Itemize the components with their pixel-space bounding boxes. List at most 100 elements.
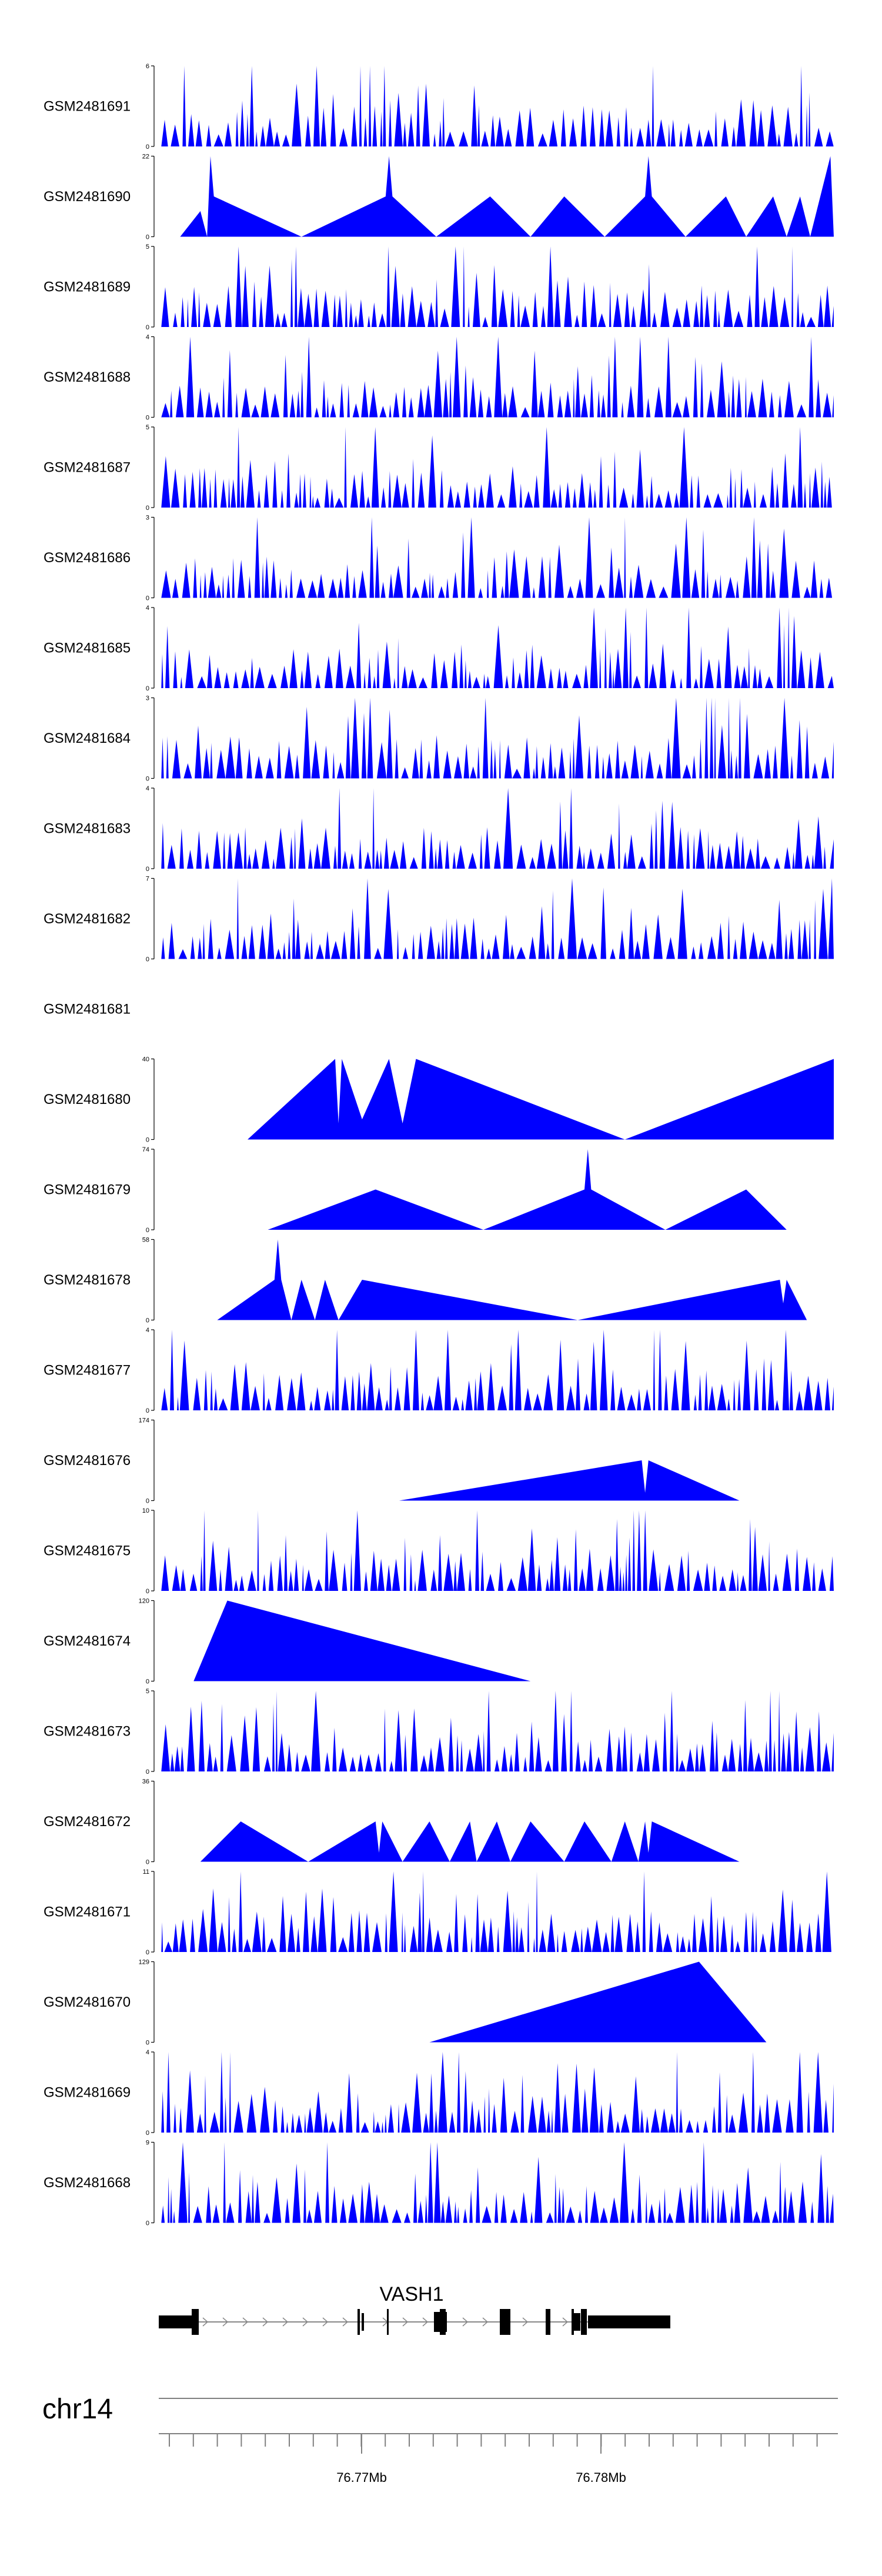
y-max-label: 3	[146, 695, 149, 702]
track-GSM2481681: GSM2481681	[44, 1002, 131, 1017]
track-GSM2481677: GSM2481677 4 0	[44, 1327, 834, 1414]
coverage-area	[180, 156, 834, 237]
y-zero-label: 0	[146, 685, 149, 692]
track-GSM2481678: GSM2481678 58 0	[44, 1237, 807, 1324]
exon	[500, 2309, 510, 2335]
y-zero-label: 0	[146, 505, 149, 512]
y-max-label: 6	[146, 63, 149, 70]
coverage-area	[200, 1821, 740, 1862]
y-max-label: 4	[146, 2049, 149, 2056]
axis-tick-label-76.78: 76.78Mb	[576, 2470, 626, 2485]
track-GSM2481672: GSM2481672 36 0	[44, 1778, 740, 1866]
track-label: GSM2481668	[44, 2175, 131, 2191]
y-max-label: 120	[139, 1598, 149, 1605]
y-max-label: 4	[146, 1327, 149, 1334]
coverage-area	[160, 608, 834, 688]
y-max-label: 7	[146, 876, 149, 883]
coverage-area	[160, 427, 834, 508]
y-max-label: 74	[142, 1146, 149, 1153]
genome-axis: 76.77Mb 76.78Mb	[159, 2398, 838, 2485]
coverage-area	[160, 336, 834, 418]
exon	[362, 2313, 364, 2331]
exon	[159, 2315, 194, 2328]
intron-chevron	[282, 2317, 289, 2327]
track-label: GSM2481672	[44, 1814, 131, 1830]
chromosome-label: chr14	[42, 2394, 113, 2425]
intron-chevron	[402, 2317, 409, 2327]
intron-chevron	[322, 2317, 329, 2327]
y-max-label: 36	[142, 1778, 149, 1786]
track-GSM2481690: GSM2481690 22 0	[44, 154, 834, 241]
y-max-label: 4	[146, 785, 149, 792]
intron-chevron	[222, 2317, 229, 2327]
track-GSM2481691: GSM2481691 6 0	[44, 63, 834, 151]
coverage-area	[160, 2052, 834, 2133]
coverage-area	[160, 1691, 834, 1771]
track-GSM2481670: GSM2481670 129 0	[44, 1959, 767, 2047]
track-GSM2481675: GSM2481675 10 0	[44, 1507, 834, 1595]
coverage-area	[160, 1510, 834, 1591]
intron-chevron	[562, 2317, 569, 2327]
exon	[572, 2309, 574, 2335]
track-label: GSM2481674	[44, 1633, 131, 1649]
track-label: GSM2481690	[44, 189, 131, 205]
coverage-area	[399, 1460, 740, 1501]
y-zero-label: 0	[146, 1859, 149, 1866]
gene-exons	[159, 2309, 670, 2335]
coverage-area	[429, 1961, 767, 2043]
y-zero-label: 0	[146, 144, 149, 151]
track-GSM2481682: GSM2481682 7 0	[44, 876, 834, 963]
track-GSM2481689: GSM2481689 5 0	[44, 243, 834, 331]
track-GSM2481686: GSM2481686 3 0	[44, 515, 834, 602]
y-zero-label: 0	[146, 2130, 149, 2137]
intron-chevron	[342, 2317, 349, 2327]
y-zero-label: 0	[146, 1317, 149, 1324]
track-GSM2481669: GSM2481669 4 0	[44, 2049, 834, 2137]
track-label: GSM2481683	[44, 821, 131, 837]
coverage-area	[160, 878, 834, 959]
track-label: GSM2481689	[44, 279, 131, 295]
y-zero-label: 0	[146, 1498, 149, 1505]
y-zero-label: 0	[146, 956, 149, 963]
exon	[387, 2309, 389, 2335]
track-label: GSM2481691	[44, 99, 131, 115]
exon	[440, 2309, 446, 2335]
coverage-area	[160, 788, 834, 869]
y-max-label: 9	[146, 2140, 149, 2147]
y-max-label: 11	[143, 1868, 149, 1876]
exon	[192, 2309, 199, 2335]
exon	[358, 2309, 360, 2335]
track-GSM2481684: GSM2481684 3 0	[44, 695, 834, 783]
track-GSM2481680: GSM2481680 40 0	[44, 1056, 834, 1144]
track-label: GSM2481680	[44, 1092, 131, 1107]
track-GSM2481687: GSM2481687 5 0	[44, 424, 834, 512]
intron-chevron	[262, 2317, 269, 2327]
y-max-label: 5	[146, 243, 149, 251]
y-max-label: 22	[142, 154, 149, 161]
y-max-label: 58	[142, 1237, 149, 1244]
intron-chevron	[522, 2317, 529, 2327]
gene-model: VASH1	[159, 2283, 670, 2335]
track-label: GSM2481675	[44, 1543, 131, 1559]
track-GSM2481688: GSM2481688 4 0	[44, 334, 834, 422]
y-max-label: 129	[139, 1959, 149, 1966]
y-max-label: 5	[146, 424, 149, 431]
coverage-area	[160, 2142, 834, 2223]
y-max-label: 5	[146, 1688, 149, 1695]
y-zero-label: 0	[146, 1588, 149, 1595]
track-label: GSM2481687	[44, 460, 131, 476]
track-GSM2481685: GSM2481685 4 0	[44, 605, 834, 692]
y-zero-label: 0	[146, 866, 149, 873]
track-label: GSM2481673	[44, 1724, 131, 1740]
coverage-area	[248, 1059, 834, 1140]
intron-chevrons	[202, 2317, 569, 2327]
exon	[546, 2309, 550, 2335]
track-label: GSM2481685	[44, 640, 131, 656]
y-max-label: 10	[142, 1507, 149, 1514]
intron-chevron	[482, 2317, 489, 2327]
y-zero-label: 0	[146, 234, 149, 241]
track-label: GSM2481684	[44, 730, 131, 746]
coverage-area	[217, 1239, 807, 1320]
y-zero-label: 0	[146, 1227, 149, 1234]
